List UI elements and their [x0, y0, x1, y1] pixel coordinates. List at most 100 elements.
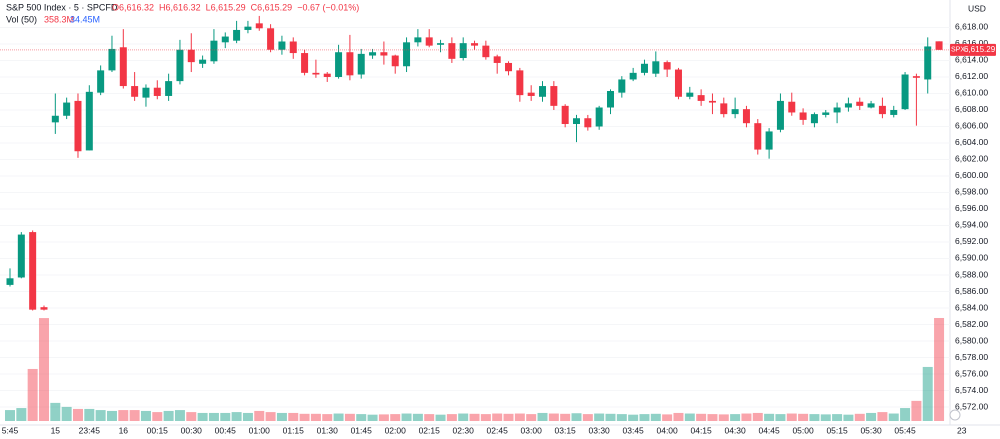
- volume-bar: [197, 412, 208, 421]
- candle-body: [289, 41, 297, 54]
- candle-body: [142, 87, 150, 98]
- volume-bar: [5, 410, 15, 421]
- x-tick-label: 03:45: [623, 425, 645, 435]
- candle-body: [51, 115, 59, 123]
- legend: S&P 500 Index · 5 · SPCFD Vol (50) 358.3…: [6, 2, 118, 24]
- chart-title: S&P 500 Index · 5 · SPCFD: [6, 2, 118, 12]
- candle-body: [323, 73, 331, 77]
- x-tick-label: 23: [957, 425, 967, 435]
- candle-body: [391, 55, 399, 67]
- volume-bar: [526, 414, 537, 421]
- y-tick-label: 6,594.00: [955, 220, 988, 230]
- volume-bar: [809, 414, 820, 421]
- volume-bar: [854, 413, 865, 421]
- candle-body: [108, 48, 116, 71]
- candle-body: [40, 307, 48, 310]
- candle-body: [74, 100, 82, 152]
- candle-body: [131, 86, 139, 97]
- candle-body: [244, 26, 252, 30]
- x-tick-label: 04:00: [656, 425, 678, 435]
- volume-bar: [242, 412, 253, 421]
- candle-body: [85, 91, 93, 151]
- x-tick-label: 03:30: [589, 425, 611, 435]
- y-tick-label: 6,592.00: [955, 236, 988, 246]
- y-tick-label: 6,608.00: [955, 104, 988, 114]
- candle-body: [369, 52, 377, 56]
- candle-body: [810, 114, 818, 124]
- candle-body: [210, 40, 218, 62]
- candle-body: [822, 112, 830, 115]
- candle-body: [493, 56, 501, 63]
- candle-body: [595, 107, 603, 127]
- candle-body: [935, 41, 943, 50]
- volume-bar: [344, 413, 355, 421]
- candle-body: [176, 49, 184, 82]
- candle-body: [233, 29, 241, 41]
- candle-body: [425, 37, 433, 46]
- x-tick-label: 02:30: [453, 425, 475, 435]
- volume-bar: [299, 413, 310, 421]
- volume-bar: [84, 408, 95, 421]
- candle-body: [437, 43, 445, 45]
- volume-bar: [174, 410, 185, 421]
- y-tick-label: 6,572.00: [955, 401, 988, 411]
- volume-bar: [582, 414, 593, 421]
- volume-bar: [571, 413, 582, 421]
- candle-body: [878, 105, 886, 115]
- candle-body: [357, 53, 365, 75]
- currency: USD: [968, 3, 986, 13]
- y-tick-label: 6,578.00: [955, 352, 988, 362]
- y-tick-label: 6,590.00: [955, 253, 988, 263]
- volume-bar: [548, 413, 559, 421]
- candle-body: [482, 45, 490, 58]
- volume-bar: [832, 414, 843, 421]
- ohlc-value: L6,615.29: [206, 2, 246, 12]
- candle-body: [165, 81, 173, 96]
- volume-bar: [673, 412, 684, 421]
- volume-bar: [288, 412, 299, 421]
- candle-body: [97, 70, 105, 93]
- y-tick-label: 6,604.00: [955, 137, 988, 147]
- candle-body: [403, 42, 411, 67]
- volume-bar: [696, 413, 707, 421]
- volume-bar: [843, 414, 854, 421]
- volume-bar: [322, 414, 333, 421]
- candle-body: [584, 118, 592, 128]
- candle-body: [17, 234, 25, 278]
- y-tick-label: 6,596.00: [955, 203, 988, 213]
- candle-body: [573, 118, 580, 125]
- candle-body: [255, 23, 263, 29]
- candle-body: [119, 47, 127, 87]
- x-tick-label: 04:45: [758, 425, 780, 435]
- candle-body: [561, 105, 569, 125]
- volume-ma: 34.45M: [70, 14, 100, 24]
- candle-body: [856, 101, 864, 106]
- candle-body: [278, 41, 286, 50]
- x-tick-label: 05:30: [860, 425, 882, 435]
- candle-body: [448, 43, 456, 59]
- volume-bar: [208, 412, 219, 421]
- volume-bar: [560, 413, 571, 421]
- volume-bar: [752, 412, 763, 421]
- volume-label: Vol (50): [6, 14, 37, 24]
- volume-bar: [684, 413, 695, 421]
- y-tick-label: 6,616.00: [955, 38, 988, 48]
- volume-bar: [650, 413, 661, 421]
- volume-bar: [639, 414, 650, 421]
- volume-bar: [594, 413, 605, 421]
- volume-bar: [140, 410, 151, 421]
- candle-body: [505, 62, 513, 72]
- candle-body: [539, 86, 547, 97]
- y-tick-label: 6,610.00: [955, 88, 988, 98]
- volume-bar: [480, 414, 491, 421]
- volume-bar: [412, 413, 423, 421]
- volume-bar: [900, 408, 911, 421]
- candle-body: [312, 72, 320, 75]
- candle-body: [221, 36, 229, 43]
- volume-bar: [730, 414, 741, 421]
- volume-bar: [786, 413, 797, 421]
- x-tick-label: 03:00: [521, 425, 543, 435]
- y-tick-label: 6,618.00: [955, 22, 988, 32]
- volume-bar: [934, 317, 945, 421]
